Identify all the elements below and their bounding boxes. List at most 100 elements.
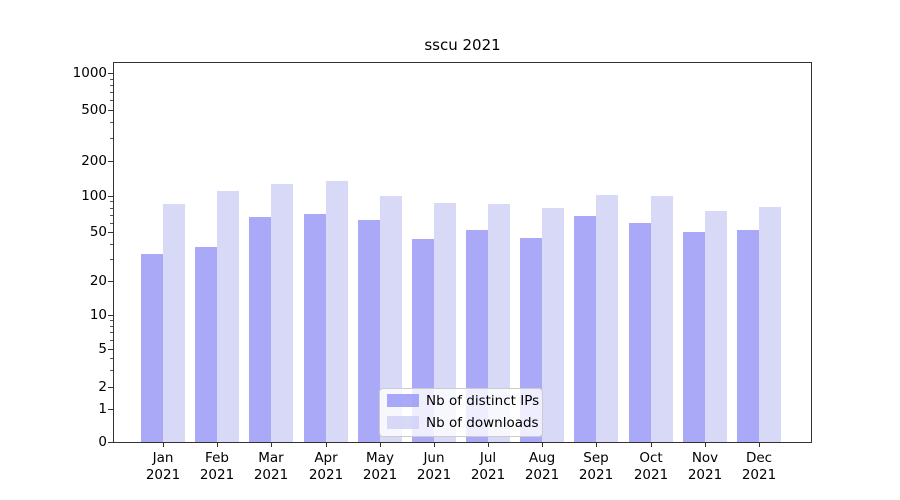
x-tick-month: Jun <box>423 450 445 466</box>
x-tick-month: Sep <box>583 450 609 466</box>
legend-label-downloads: Nb of downloads <box>426 415 539 431</box>
x-tick-label-may: May 2021 <box>352 450 408 484</box>
y-minor-tick-mark <box>110 332 113 333</box>
y-tick-label-2: 2 <box>98 379 107 395</box>
bar-downloads-oct <box>650 196 673 442</box>
x-tick-year: 2021 <box>524 467 560 483</box>
bar-downloads-feb <box>217 191 240 442</box>
y-minor-tick-mark <box>110 358 113 359</box>
x-tick-year: 2021 <box>470 467 506 483</box>
x-tick-month: Aug <box>528 450 556 466</box>
bar-downloads-jun <box>433 203 456 442</box>
x-tick-year: 2021 <box>687 467 723 483</box>
y-minor-tick-mark <box>110 326 113 327</box>
y-tick-label-500: 500 <box>81 102 107 118</box>
x-tick-year: 2021 <box>362 467 398 483</box>
x-tick-mark-jul <box>488 443 489 447</box>
y-minor-tick-mark <box>110 223 113 224</box>
x-tick-month: May <box>366 450 394 466</box>
y-tick-mark-20 <box>108 281 113 282</box>
y-tick-mark-0 <box>108 442 113 443</box>
x-tick-mark-oct <box>651 443 652 447</box>
bar-distinct-ips-may <box>357 219 380 442</box>
y-tick-mark-500 <box>108 110 113 111</box>
y-tick-mark-50 <box>108 232 113 233</box>
y-minor-tick-mark <box>110 138 113 139</box>
y-tick-mark-1000 <box>108 73 113 74</box>
y-tick-mark-5 <box>108 349 113 350</box>
y-tick-mark-200 <box>108 161 113 162</box>
chart-title: sscu 2021 <box>424 36 501 54</box>
x-tick-label-oct: Oct 2021 <box>623 450 679 484</box>
y-minor-tick-mark <box>110 92 113 93</box>
x-tick-month: Nov <box>691 450 719 466</box>
bar-distinct-ips-dec <box>737 229 759 442</box>
y-minor-tick-mark <box>110 201 113 202</box>
y-minor-tick-mark <box>110 122 113 123</box>
x-tick-mark-jun <box>434 443 435 447</box>
x-tick-mark-mar <box>271 443 272 447</box>
y-minor-tick-mark <box>110 208 113 209</box>
x-tick-label-feb: Feb 2021 <box>189 450 245 484</box>
y-minor-tick-mark <box>110 370 113 371</box>
y-tick-label-50: 50 <box>89 224 107 240</box>
x-tick-label-mar: Mar 2021 <box>243 450 299 484</box>
x-tick-label-nov: Nov 2021 <box>677 450 733 484</box>
x-tick-mark-nov <box>705 443 706 447</box>
x-tick-year: 2021 <box>199 467 235 483</box>
legend: Nb of distinct IPs Nb of downloads <box>379 388 543 437</box>
bar-downloads-dec <box>759 206 781 442</box>
x-tick-year: 2021 <box>308 467 344 483</box>
x-tick-label-jun: Jun 2021 <box>406 450 462 484</box>
y-minor-tick-mark <box>110 340 113 341</box>
bar-downloads-apr <box>325 180 348 442</box>
x-tick-label-jan: Jan 2021 <box>135 450 191 484</box>
y-minor-tick-mark <box>110 244 113 245</box>
legend-swatch-distinct-ips <box>387 394 419 407</box>
bar-distinct-ips-nov <box>682 232 705 442</box>
y-minor-tick-mark <box>110 100 113 101</box>
x-tick-month: Mar <box>258 450 284 466</box>
x-tick-mark-sep <box>596 443 597 447</box>
y-tick-mark-2 <box>108 387 113 388</box>
x-tick-label-aug: Aug 2021 <box>514 450 570 484</box>
x-tick-month: Oct <box>639 450 663 466</box>
bar-distinct-ips-sep <box>574 216 597 442</box>
bar-distinct-ips-feb <box>195 246 218 442</box>
x-tick-year: 2021 <box>416 467 452 483</box>
y-tick-label-0: 0 <box>98 434 107 450</box>
bar-distinct-ips-apr <box>303 213 326 442</box>
x-tick-month: Apr <box>314 450 338 466</box>
y-tick-label-100: 100 <box>81 188 107 204</box>
y-tick-label-20: 20 <box>89 273 107 289</box>
bar-downloads-nov <box>704 210 727 442</box>
y-tick-label-1000: 1000 <box>72 65 107 81</box>
y-minor-tick-mark <box>110 320 113 321</box>
x-tick-mark-jan <box>163 443 164 447</box>
x-tick-label-jul: Jul 2021 <box>460 450 516 484</box>
y-tick-label-10: 10 <box>89 307 107 323</box>
x-tick-year: 2021 <box>633 467 669 483</box>
bar-distinct-ips-oct <box>628 222 651 442</box>
y-minor-tick-mark <box>110 85 113 86</box>
x-tick-mark-may <box>380 443 381 447</box>
x-tick-year: 2021 <box>741 467 777 483</box>
x-tick-year: 2021 <box>253 467 289 483</box>
y-tick-label-5: 5 <box>98 341 107 357</box>
bar-downloads-aug <box>542 207 565 442</box>
legend-row-downloads: Nb of downloads <box>380 415 542 431</box>
x-tick-mark-apr <box>326 443 327 447</box>
y-tick-mark-1 <box>108 409 113 410</box>
y-tick-label-200: 200 <box>81 153 107 169</box>
bar-distinct-ips-mar <box>249 216 272 442</box>
bar-downloads-mar <box>271 183 294 442</box>
y-minor-tick-mark <box>110 215 113 216</box>
x-tick-month: Jan <box>152 450 174 466</box>
y-minor-tick-mark <box>110 79 113 80</box>
bar-distinct-ips-jan <box>141 254 163 442</box>
y-minor-tick-mark <box>110 259 113 260</box>
x-tick-month: Jul <box>479 450 497 466</box>
x-tick-year: 2021 <box>145 467 181 483</box>
x-tick-label-sep: Sep 2021 <box>568 450 624 484</box>
x-tick-month: Dec <box>745 450 773 466</box>
